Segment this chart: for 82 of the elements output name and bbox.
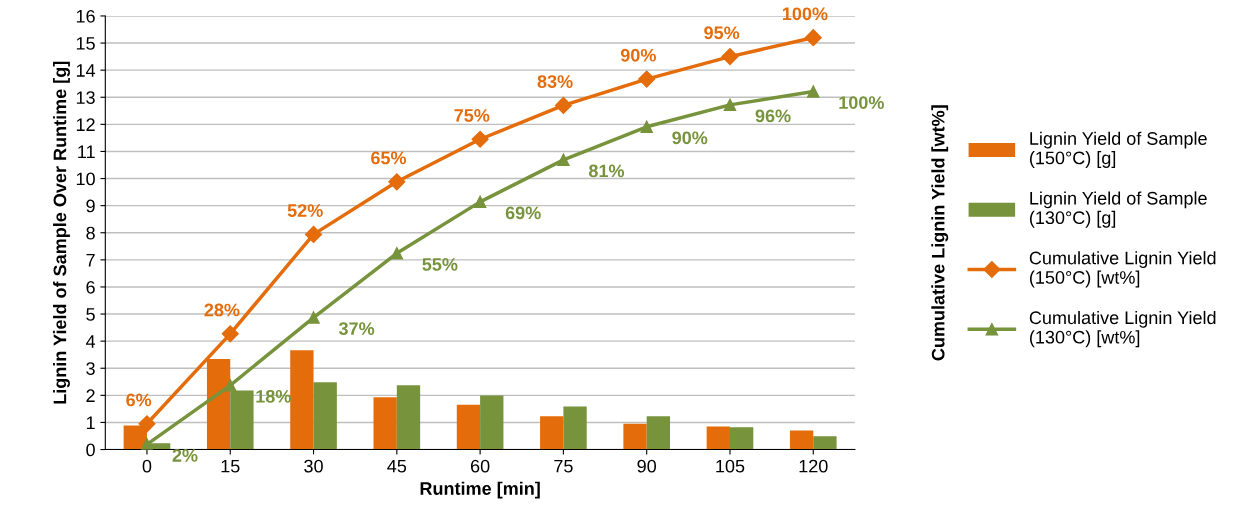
point (723, 98, 737, 112)
x-tick-label: 15 (221, 459, 240, 473)
point (223, 379, 237, 392)
annotation: 96% (755, 109, 791, 123)
annotation: 83% (537, 75, 573, 88)
x-tick-label: 60 (470, 459, 490, 473)
point (307, 311, 320, 324)
y-tick-label: 13 (76, 91, 95, 104)
annotation: 100% (839, 96, 884, 109)
y-tick-label: 12 (76, 118, 95, 131)
annotation: 81% (588, 164, 625, 178)
point (221, 325, 239, 343)
bar (789, 430, 814, 450)
bar (456, 404, 481, 450)
y2-axis-title: Cumulative Lignin Yield [wt%] (931, 105, 949, 361)
point (640, 120, 653, 134)
y-tick-label: 1 (86, 416, 95, 429)
bar (563, 406, 587, 450)
x-axis-title: Runtime [min] (420, 481, 540, 499)
y-tick-label: 11 (78, 145, 95, 158)
annotation: 6% (126, 393, 152, 407)
y-tick-label: 6 (86, 280, 95, 294)
x-tick-label: 75 (554, 459, 573, 473)
annotation: 52% (287, 204, 323, 217)
bar (646, 416, 671, 450)
legend-label: Cumulative Lignin Yield (150°C) [wt%] (1029, 251, 1216, 288)
annotation: 100% (782, 7, 828, 21)
y-tick-label: 0 (86, 443, 95, 457)
point (471, 130, 489, 148)
point (138, 415, 156, 433)
x-tick-label: 45 (387, 459, 407, 473)
bar (480, 395, 504, 450)
point (388, 173, 406, 191)
point (390, 247, 404, 260)
y-tick-label: 14 (76, 64, 96, 77)
x-tick-label: 105 (716, 459, 745, 473)
y-tick-label: 9 (86, 199, 95, 213)
point (807, 85, 820, 98)
bar (623, 423, 647, 450)
point (557, 153, 570, 167)
y-tick-label: 3 (86, 362, 95, 375)
point (473, 195, 487, 209)
annotation: 69% (505, 206, 541, 220)
x-tick-label: 90 (637, 459, 657, 473)
bar (290, 350, 314, 450)
y-tick-label: 7 (86, 253, 95, 267)
bar (396, 385, 421, 450)
bar (373, 397, 397, 450)
legend-label: Cumulative Lignin Yield (130°C) [wt%] (1029, 310, 1216, 348)
y-axis-title: Lignin Yield of Sample Over Runtime [g] (53, 61, 70, 404)
annotation: 90% (672, 131, 708, 145)
x-tick-label: 120 (799, 459, 828, 473)
legend-label: Lignin Yield of Sample (150°C) [g] (1029, 131, 1207, 168)
annotation: 37% (338, 322, 375, 336)
point (804, 29, 822, 47)
y-tick-label: 5 (86, 308, 95, 321)
point (304, 225, 323, 243)
annotation: 90% (620, 48, 656, 62)
point (638, 70, 656, 88)
point (721, 48, 739, 66)
y-tick-label: 2 (86, 389, 95, 402)
legend-label: Lignin Yield of Sample (130°C) [g] (1029, 191, 1207, 228)
annotation: 95% (704, 26, 740, 40)
x-tick-label: 0 (142, 459, 152, 473)
annotation: 75% (454, 109, 490, 122)
bar (813, 436, 837, 450)
annotation: 65% (371, 151, 407, 165)
y-tick-label: 10 (76, 172, 95, 186)
bar (706, 426, 730, 450)
annotation: 28% (204, 303, 240, 317)
annotation: 2% (172, 449, 198, 462)
y-tick-label: 8 (86, 226, 95, 240)
y-tick-label: 16 (76, 9, 95, 23)
bar (540, 416, 564, 450)
point (554, 96, 572, 114)
y-tick-label: 15 (76, 37, 95, 50)
x-tick-label: 30 (304, 459, 323, 473)
point (140, 438, 154, 450)
y-tick-label: 4 (85, 335, 96, 348)
bar (313, 382, 337, 450)
annotation: 55% (422, 258, 458, 271)
bar (729, 427, 754, 450)
